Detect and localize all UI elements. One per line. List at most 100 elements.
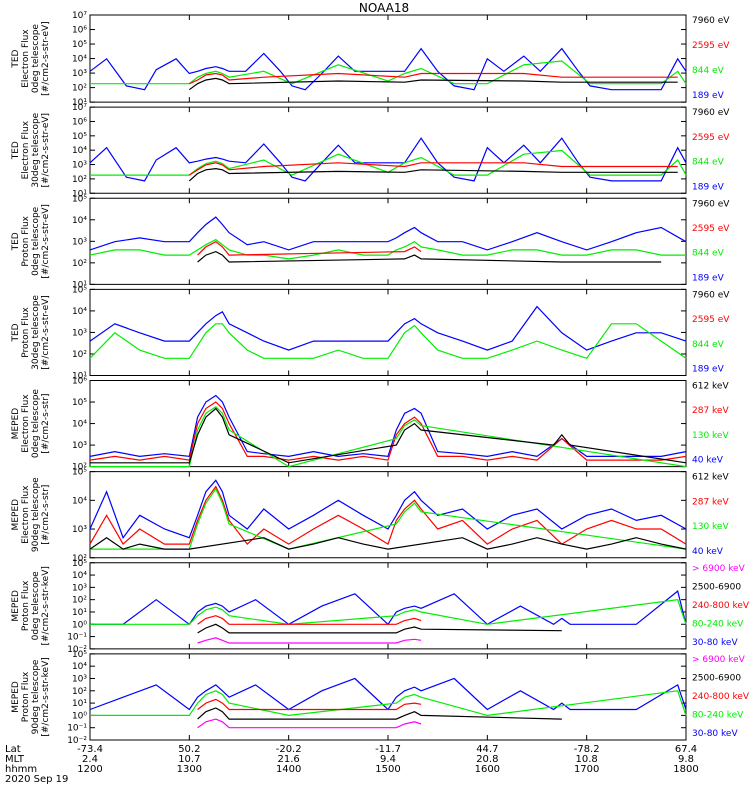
y-tick-label: 10³ — [72, 583, 87, 593]
series-189-ev — [89, 305, 687, 351]
y-tick-label: 10² — [72, 259, 87, 269]
series-30-80-kev — [89, 677, 687, 711]
footer-hhmm-value: 1200 — [77, 764, 102, 775]
legend-entry: 189 eV — [692, 273, 725, 283]
series-80-240-kev — [90, 690, 687, 717]
legend-entry: 7960 eV — [692, 108, 730, 118]
y-axis-label: TED — [11, 323, 21, 342]
legend-entry: 189 eV — [692, 91, 725, 101]
y-axis-label: TED — [11, 141, 21, 160]
y-tick-label: 10⁰ — [72, 711, 87, 721]
legend-entry: 40 keV — [692, 456, 724, 466]
legend-entry: 844 eV — [692, 66, 725, 76]
footer-hhmm-value: 1300 — [177, 764, 202, 775]
footer-hhmm-value: 1600 — [475, 764, 500, 775]
panel-1: 10¹ 10² 10³ 10⁴ 10⁵ 10⁶ 10⁷ TED Electron Flux 0de… — [11, 11, 730, 108]
legend-entry: 189 eV — [692, 182, 725, 192]
legend-entry: 189 eV — [692, 365, 725, 375]
legend-entry: 2500-6900 — [692, 673, 741, 683]
footer-lat-value: -11.7 — [375, 744, 401, 755]
footer-hhmm-value: 1800 — [673, 764, 698, 775]
legend-entry: 287 keV — [692, 406, 729, 416]
series-2500-6900 — [197, 623, 562, 634]
series-287-kev — [89, 485, 687, 546]
y-axis-label: TED — [11, 232, 21, 251]
panel-2: 10¹ 10² 10³ 10⁴ 10⁵ 10⁶ 10⁷ TED Electron Flux 30d… — [11, 103, 730, 199]
y-tick-label: 10⁵ — [72, 398, 87, 408]
y-tick-label: 10⁷ — [72, 103, 87, 113]
series-130-kev — [90, 487, 687, 550]
footer-lat-value: 44.7 — [476, 744, 498, 755]
y-axis-label: 0deg telescope — [31, 24, 41, 94]
y-axis-label: Proton Flux — [21, 306, 31, 357]
series-612-kev — [90, 407, 687, 464]
footer-hhmm-value: 1500 — [375, 764, 400, 775]
figure-title: NOAA18 — [359, 1, 409, 15]
y-tick-label: 10⁻² — [67, 645, 87, 655]
legend-entry: 7960 eV — [692, 16, 730, 26]
y-tick-label: 10⁻¹ — [67, 724, 87, 734]
y-tick-label: 10¹ — [72, 189, 87, 199]
panel-frame — [89, 288, 687, 376]
panel-8: 10⁻² 10⁻¹ 10⁰ 10¹ 10² 10³ 10⁴ 10⁵ MEPED Proton Fl… — [11, 650, 750, 746]
series-189-ev — [89, 137, 687, 182]
y-axis-label: 90deg telescope — [31, 477, 41, 552]
series-40-kev — [89, 479, 687, 539]
panel-3: 10¹ 10² 10³ 10⁴ 10⁵ TED Proton Flux 0deg telesc… — [11, 194, 730, 290]
y-tick-label: 10⁶ — [72, 26, 87, 36]
y-axis-label: MEPED — [11, 590, 21, 622]
legend-entry: 240-800 keV — [692, 692, 750, 702]
y-tick-label: 10³ — [72, 237, 87, 247]
legend-entry: > 6900 keV — [692, 655, 746, 665]
footer-lat-value: -20.2 — [276, 744, 302, 755]
footer-lat-value: -73.4 — [77, 744, 103, 755]
y-axis-label: Electron Flux — [21, 485, 31, 544]
series-130-kev — [90, 406, 687, 468]
y-tick-label: 10⁵ — [72, 285, 87, 295]
y-tick-label: 10² — [72, 463, 87, 473]
y-axis-label: MEPED — [11, 408, 21, 440]
y-tick-label: 10⁰ — [72, 620, 87, 630]
panel-4: 10¹ 10² 10³ 10⁴ 10⁵ TED Proton Flux 30deg teles… — [11, 285, 730, 381]
footer-row-label-hhmm: hhmm — [5, 764, 37, 775]
series-240-800-kev — [197, 698, 422, 711]
legend-entry: 30-80 keV — [692, 638, 738, 648]
panel-frame — [89, 380, 687, 468]
y-tick-label: 10⁴ — [72, 146, 87, 156]
legend-entry: 844 eV — [692, 340, 725, 350]
legend-entry: 287 keV — [692, 497, 729, 507]
legend-entry: 130 keV — [692, 522, 729, 532]
series-240-800-kev — [197, 615, 422, 625]
footer-mlt-value: 2.4 — [82, 754, 98, 765]
legend-entry: 7960 eV — [692, 199, 730, 209]
series-40-kev — [89, 394, 687, 458]
series--6900-kev — [197, 718, 422, 729]
series-7960-ev — [197, 250, 662, 263]
y-tick-label: 10⁵ — [72, 468, 87, 478]
y-axis-label: [#/cm2-s-str-eV] — [41, 21, 51, 96]
y-tick-label: 10⁵ — [72, 132, 87, 142]
y-tick-label: 10⁴ — [72, 216, 87, 226]
series-612-kev — [89, 536, 687, 550]
panel-7: 10⁻² 10⁻¹ 10⁰ 10¹ 10² 10³ 10⁴ 10⁵ MEPED Proton Fl… — [11, 559, 750, 655]
series-189-ev — [89, 47, 687, 91]
y-tick-label: 10⁴ — [72, 420, 87, 430]
y-axis-label: [#/cm2-s-str-keV] — [41, 657, 51, 736]
y-tick-label: 10⁴ — [72, 496, 87, 506]
y-axis-label: TED — [11, 49, 21, 68]
y-axis-label: Electron Flux — [21, 120, 31, 179]
panel-frame — [89, 562, 687, 650]
y-axis-label: MEPED — [11, 499, 21, 531]
y-axis-label: [#/cm2-s-str-eV] — [41, 204, 51, 279]
series-2500-6900 — [197, 707, 562, 720]
legend-entry: 612 keV — [692, 473, 729, 483]
y-tick-label: 10¹ — [72, 280, 87, 290]
footer-hhmm-value: 1400 — [276, 764, 301, 775]
y-tick-label: 10¹ — [72, 372, 87, 382]
legend-entry: 612 keV — [692, 382, 729, 392]
y-axis-label: 30deg telescope — [31, 295, 41, 370]
y-tick-label: 10⁴ — [72, 307, 87, 317]
